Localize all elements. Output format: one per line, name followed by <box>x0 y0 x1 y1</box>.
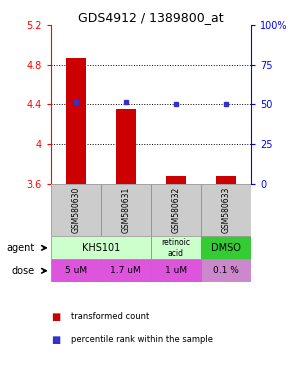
Bar <box>201 184 251 237</box>
Title: GDS4912 / 1389800_at: GDS4912 / 1389800_at <box>78 11 224 24</box>
Text: transformed count: transformed count <box>71 312 149 321</box>
Text: 0.1 %: 0.1 % <box>213 266 239 275</box>
Text: agent: agent <box>6 243 35 253</box>
Bar <box>151 184 201 237</box>
Bar <box>201 237 251 259</box>
Text: percentile rank within the sample: percentile rank within the sample <box>71 335 213 344</box>
Bar <box>151 259 201 282</box>
Bar <box>51 237 151 259</box>
Bar <box>116 109 136 184</box>
Text: 1 uM: 1 uM <box>165 266 187 275</box>
Bar <box>151 237 201 259</box>
Text: dose: dose <box>12 266 35 276</box>
Bar <box>101 184 151 237</box>
Text: 1.7 uM: 1.7 uM <box>110 266 141 275</box>
Text: KHS101: KHS101 <box>82 243 120 253</box>
Text: ■: ■ <box>51 312 60 322</box>
Bar <box>66 58 86 184</box>
Text: GSM580631: GSM580631 <box>121 187 130 233</box>
Bar <box>51 259 101 282</box>
Text: retinoic
acid: retinoic acid <box>161 238 190 258</box>
Bar <box>166 175 186 184</box>
Text: DMSO: DMSO <box>211 243 241 253</box>
Bar <box>101 259 151 282</box>
Text: GSM580632: GSM580632 <box>171 187 180 233</box>
Text: GSM580630: GSM580630 <box>71 187 80 233</box>
Bar <box>201 259 251 282</box>
Text: GSM580633: GSM580633 <box>221 187 230 233</box>
Bar <box>216 175 236 184</box>
Bar <box>51 184 101 237</box>
Text: ■: ■ <box>51 335 60 345</box>
Text: 5 uM: 5 uM <box>65 266 87 275</box>
